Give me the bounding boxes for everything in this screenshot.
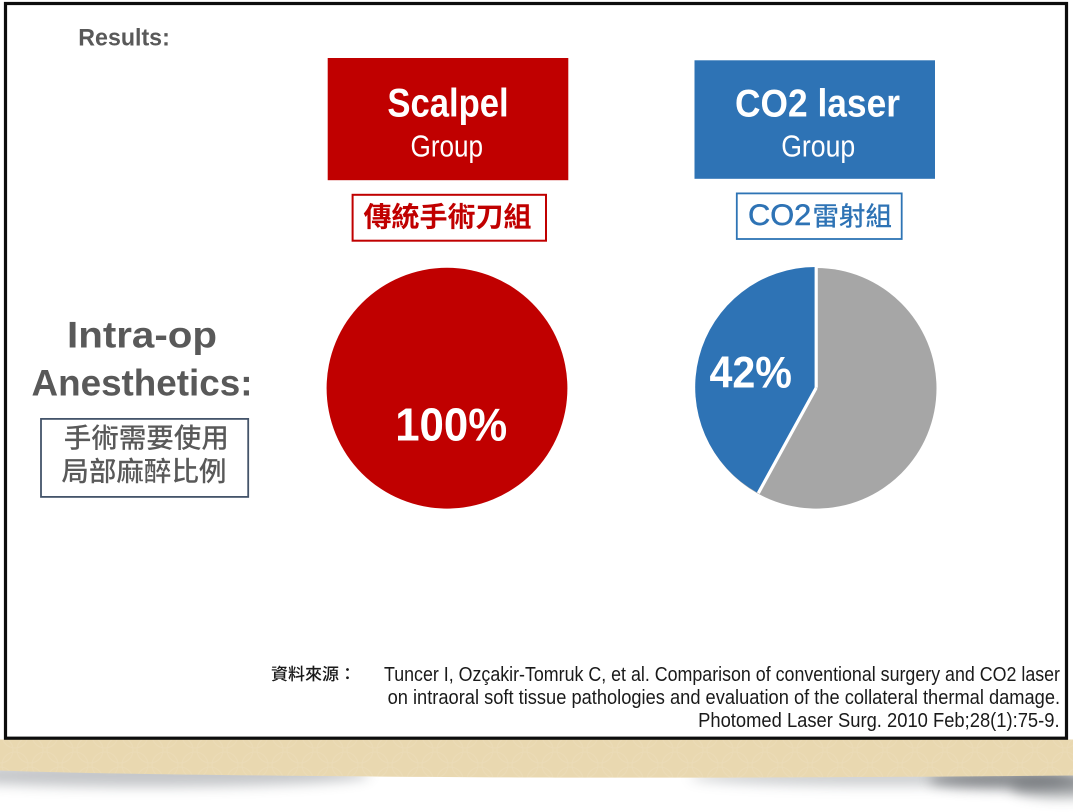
svg-text:Tuncer I, Ozçakir-Tomruk C, et: Tuncer I, Ozçakir-Tomruk C, et al. Compa… [384,664,1060,686]
svg-text:on intraoral soft tissue patho: on intraoral soft tissue pathologies and… [388,687,1061,709]
svg-text:Intra-op: Intra-op [67,315,217,356]
svg-text:Group: Group [411,129,484,164]
svg-text:Photomed Laser Surg. 2010 Feb;: Photomed Laser Surg. 2010 Feb;28(1):75-9… [698,710,1060,732]
svg-text:Results:: Results: [78,24,170,51]
svg-text:42%: 42% [709,349,792,398]
svg-text:CO2: CO2 [748,199,811,232]
svg-text:Anesthetics:: Anesthetics: [32,363,253,404]
svg-text:100%: 100% [395,398,507,450]
svg-text:Scalpel: Scalpel [387,82,508,126]
svg-text:CO2 laser: CO2 laser [735,83,900,126]
svg-text:Group: Group [781,129,855,164]
